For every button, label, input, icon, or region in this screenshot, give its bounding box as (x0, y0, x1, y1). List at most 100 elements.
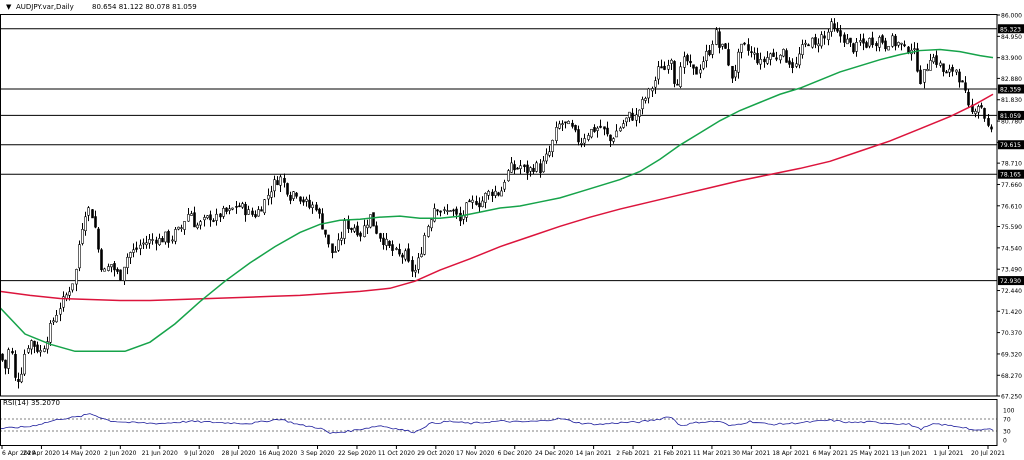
y-tick-label: 75.590 (1001, 224, 1022, 231)
candle-bull (639, 110, 641, 116)
candle-bull (901, 43, 903, 44)
candle-bull (488, 191, 490, 195)
rsi-tick-label: 0 (1003, 438, 1007, 445)
candle-bear (844, 35, 846, 43)
candle-bull (44, 349, 46, 352)
candle-bear (514, 164, 516, 169)
candle-bear (600, 126, 602, 127)
candle-bull (79, 245, 81, 268)
dropdown-arrow-icon[interactable]: ▼ (6, 3, 12, 11)
candle-bear (946, 72, 948, 73)
candle-bear (764, 59, 766, 62)
candle-bull (306, 199, 308, 201)
candle-bear (988, 118, 990, 125)
candle-bear (239, 206, 241, 207)
candle-bear (943, 64, 945, 72)
candle-bear (677, 84, 679, 85)
candle-bear (162, 238, 164, 242)
x-tick-label: 13 Jun 2021 (891, 450, 927, 456)
candle-bear (373, 213, 375, 226)
candle-bear (316, 205, 318, 210)
candle-bear (357, 226, 359, 235)
candle-bear (95, 217, 97, 228)
candle-bear (460, 213, 462, 221)
y-tick-label: 74.540 (1001, 245, 1022, 252)
candle-bear (476, 201, 478, 204)
x-tick-label: 11 Mar 2021 (693, 450, 731, 456)
candle-bear (850, 38, 852, 42)
candle-bear (968, 92, 970, 105)
candle-bull (898, 42, 900, 45)
candle-bear (728, 49, 730, 65)
candle-bear (808, 45, 810, 46)
candle-bull (805, 43, 807, 44)
candle-bear (287, 183, 289, 194)
x-tick-label: 29 Oct 2020 (417, 450, 454, 456)
rsi-header-label: RSI(14) 35.2070 (3, 399, 60, 407)
candle-bear (876, 43, 878, 45)
rsi-tick-label: 70 (1003, 417, 1011, 424)
candle-bull (668, 65, 670, 69)
candle-bull (415, 270, 417, 272)
candle-bull (799, 54, 801, 65)
candle-bull (712, 44, 714, 54)
candle-bull (108, 267, 110, 271)
candle-bear (981, 106, 983, 108)
candle-bull (927, 69, 929, 70)
candle-bear (437, 210, 439, 211)
y-tick-label: 76.610 (1001, 203, 1022, 210)
candle-bear (572, 123, 574, 126)
candle-bear (607, 128, 609, 134)
candle-bull (178, 227, 180, 229)
candle-bull (88, 208, 90, 216)
candle-bull (613, 139, 615, 142)
candle-bull (495, 191, 497, 195)
candle-bear (991, 127, 993, 129)
level-price-label: 82.359 (1000, 86, 1021, 93)
candle-bull (204, 217, 206, 219)
candle-bear (962, 81, 964, 82)
candle-bull (127, 257, 129, 267)
candle-bull (82, 229, 84, 243)
candle-bull (568, 121, 570, 123)
candle-bear (332, 244, 334, 253)
y-tick-label: 67.250 (1001, 394, 1022, 401)
candle-bull (802, 45, 804, 55)
candle-bull (703, 62, 705, 69)
x-tick-label: 18 Apr 2021 (772, 450, 809, 456)
x-tick-label: 2 Feb 2021 (616, 450, 650, 456)
candle-bear (252, 211, 254, 214)
candle-bear (136, 248, 138, 250)
candle-bull (370, 215, 372, 227)
candle-bear (399, 249, 401, 254)
candle-bull (338, 240, 340, 250)
x-tick-label: 2 Jun 2020 (104, 450, 136, 456)
candle-bear (594, 127, 596, 131)
candle-bear (412, 260, 414, 271)
candle-bear (2, 354, 4, 360)
candle-bear (744, 43, 746, 44)
candle-bull (140, 245, 142, 248)
candle-bull (341, 238, 343, 240)
candle-bear (479, 203, 481, 207)
x-tick-label: 6 Dec 2020 (497, 450, 532, 456)
candle-bull (28, 348, 30, 352)
candle-bear (392, 245, 394, 251)
candle-bull (274, 180, 276, 191)
candle-bull (293, 192, 295, 199)
candle-bull (396, 248, 398, 249)
candle-bear (853, 44, 855, 52)
candle-bull (767, 58, 769, 64)
candle-bear (261, 210, 263, 212)
candle-bull (258, 210, 260, 216)
x-tick-label: 28 Jul 2020 (222, 450, 256, 456)
candle-bear (664, 66, 666, 69)
candle-bull (629, 112, 631, 117)
candle-bull (504, 182, 506, 189)
candle-bear (376, 226, 378, 234)
candle-bull (421, 254, 423, 257)
candle-bull (53, 321, 55, 322)
candle-bear (895, 36, 897, 46)
candle-bear (693, 65, 695, 68)
